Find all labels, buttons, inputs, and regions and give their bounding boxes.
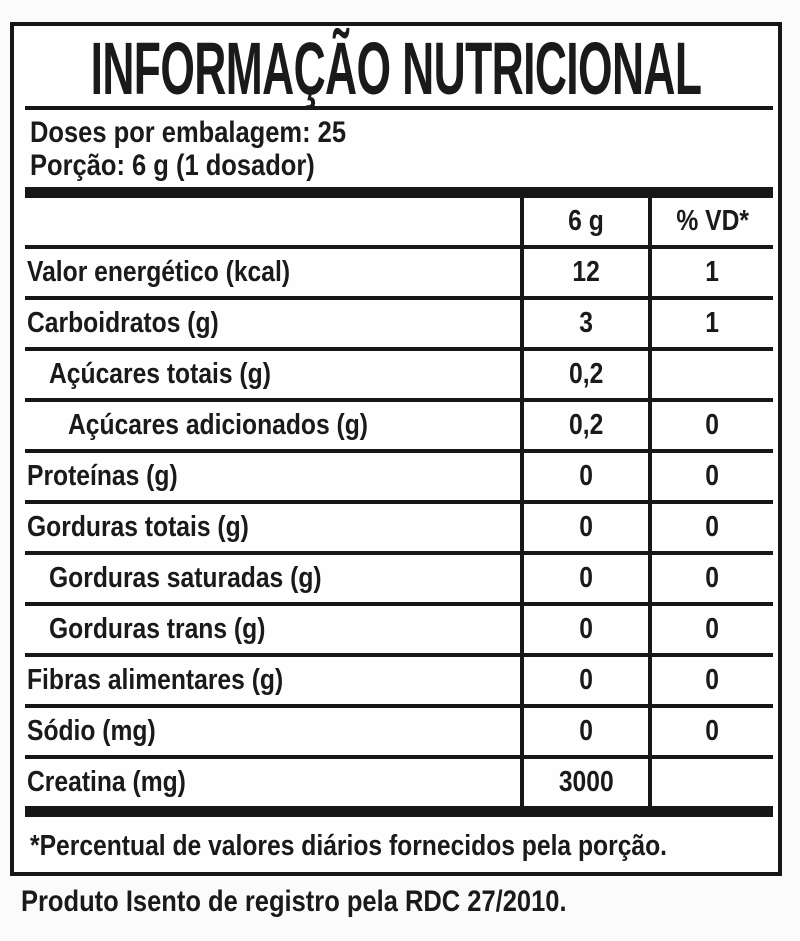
header-amount-cell: 6 g xyxy=(520,198,648,245)
dv-cell: 0 xyxy=(648,504,773,551)
amount-cell: 0 xyxy=(520,657,648,704)
dv-value: 0 xyxy=(705,511,720,543)
amount-cell: 0 xyxy=(520,606,648,653)
amount-value: 12 xyxy=(572,256,600,288)
nutrient-name-cell: Fibras alimentares (g) xyxy=(25,657,520,704)
amount-value: 0 xyxy=(579,664,593,696)
amount-value: 0 xyxy=(579,715,593,747)
table-row: Gorduras totais (g) 0 0 xyxy=(25,504,773,555)
table-row: Gorduras trans (g) 0 0 xyxy=(25,606,773,657)
amount-cell: 3000 xyxy=(520,759,648,806)
nutrient-name: Sódio (mg) xyxy=(27,715,156,747)
dv-cell: 0 xyxy=(648,657,773,704)
dv-value: 0 xyxy=(705,715,720,747)
table-row: Proteínas (g) 0 0 xyxy=(25,453,773,504)
nutrient-name: Creatina (mg) xyxy=(27,766,186,798)
portion-size-text: Porção: 6 g (1 dosador) xyxy=(30,149,315,182)
table-body: Valor energético (kcal) 12 1 Carboidratos (… xyxy=(25,249,773,806)
dv-column-header: % VD* xyxy=(676,205,749,237)
dv-cell: 1 xyxy=(648,300,773,347)
dv-cell xyxy=(648,759,773,806)
amount-value: 0 xyxy=(579,511,593,543)
panel-title-text: INFORMAÇÃO NUTRICIONAL xyxy=(90,27,702,110)
nutrition-facts-panel: INFORMAÇÃO NUTRICIONAL Doses por embalag… xyxy=(10,22,782,876)
dv-cell: 0 xyxy=(648,453,773,500)
amount-cell: 3 xyxy=(520,300,648,347)
panel-title: INFORMAÇÃO NUTRICIONAL xyxy=(14,32,778,106)
nutrient-name-cell: Valor energético (kcal) xyxy=(25,249,520,296)
dv-value: 0 xyxy=(705,664,720,696)
servings-per-package-text: Doses por embalagem: 25 xyxy=(30,116,347,149)
dv-cell: 0 xyxy=(648,708,773,755)
amount-cell: 0 xyxy=(520,453,648,500)
table-row: Fibras alimentares (g) 0 0 xyxy=(25,657,773,708)
amount-value: 3 xyxy=(579,307,593,339)
nutrient-name-cell: Açúcares totais (g) xyxy=(25,351,520,398)
nutrient-name-cell: Carboidratos (g) xyxy=(25,300,520,347)
amount-cell: 12 xyxy=(520,249,648,296)
table-row: Açúcares adicionados (g) 0,2 0 xyxy=(25,402,773,453)
table-row: Carboidratos (g) 3 1 xyxy=(25,300,773,351)
header-dv-cell: % VD* xyxy=(648,198,773,245)
amount-value: 3000 xyxy=(558,766,614,798)
table-row: Açúcares totais (g) 0,2 xyxy=(25,351,773,402)
registration-note: Produto Isento de registro pela RDC 27/2… xyxy=(21,885,663,919)
nutrient-name-cell: Creatina (mg) xyxy=(25,759,520,806)
nutrient-name-cell: Sódio (mg) xyxy=(25,708,520,755)
amount-value: 0,2 xyxy=(568,409,604,441)
nutrient-name: Fibras alimentares (g) xyxy=(27,664,284,696)
amount-cell: 0 xyxy=(520,504,648,551)
nutrient-name-cell: Gorduras trans (g) xyxy=(25,606,520,653)
nutrient-name: Carboidratos (g) xyxy=(27,307,219,339)
dv-value: 1 xyxy=(705,307,720,339)
table-bottom-bar xyxy=(25,806,773,817)
table-row: Gorduras saturadas (g) 0 0 xyxy=(25,555,773,606)
amount-column-header: 6 g xyxy=(568,205,604,237)
table-row: Valor energético (kcal) 12 1 xyxy=(25,249,773,300)
registration-note-text: Produto Isento de registro pela RDC 27/2… xyxy=(21,885,567,918)
footnote-text: *Percentual de valores diários fornecido… xyxy=(30,830,668,862)
nutrient-name: Gorduras totais (g) xyxy=(27,511,249,543)
amount-cell: 0 xyxy=(520,708,648,755)
dv-value: 0 xyxy=(705,460,720,492)
dv-value: 0 xyxy=(705,613,720,645)
servings-per-package-line: Doses por embalagem: 25 xyxy=(30,116,778,149)
dv-cell: 0 xyxy=(648,555,773,602)
table-row: Creatina (mg) 3000 xyxy=(25,759,773,806)
dv-value: 1 xyxy=(705,256,720,288)
dv-cell: 1 xyxy=(648,249,773,296)
nutrient-name-cell: Gorduras saturadas (g) xyxy=(25,555,520,602)
nutrient-name-cell: Açúcares adicionados (g) xyxy=(25,402,520,449)
amount-value: 0 xyxy=(579,613,593,645)
nutrient-name: Gorduras saturadas (g) xyxy=(49,562,322,594)
nutrient-name-cell: Proteínas (g) xyxy=(25,453,520,500)
footnote: *Percentual de valores diários fornecido… xyxy=(14,817,778,863)
nutrient-name: Açúcares totais (g) xyxy=(49,358,271,390)
serving-info: Doses por embalagem: 25 Porção: 6 g (1 d… xyxy=(14,110,778,182)
amount-cell: 0,2 xyxy=(520,351,648,398)
header-nutrient-cell xyxy=(25,198,520,245)
dv-cell xyxy=(648,351,773,398)
nutrition-table: 6 g % VD* Valor energético (kcal) 12 1 Carb… xyxy=(25,198,773,806)
nutrient-name: Gorduras trans (g) xyxy=(49,613,266,645)
amount-cell: 0,2 xyxy=(520,402,648,449)
dv-value: 0 xyxy=(705,562,720,594)
nutrient-name: Açúcares adicionados (g) xyxy=(68,409,368,441)
table-header-row: 6 g % VD* xyxy=(25,198,773,249)
title-divider xyxy=(25,106,773,110)
table-row: Sódio (mg) 0 0 xyxy=(25,708,773,759)
nutrient-name: Proteínas (g) xyxy=(27,460,178,492)
amount-cell: 0 xyxy=(520,555,648,602)
dv-value: 0 xyxy=(705,409,720,441)
table-top-bar xyxy=(25,187,773,198)
amount-value: 0 xyxy=(579,562,593,594)
amount-value: 0 xyxy=(579,460,593,492)
nutrient-name-cell: Gorduras totais (g) xyxy=(25,504,520,551)
dv-cell: 0 xyxy=(648,402,773,449)
nutrient-name: Valor energético (kcal) xyxy=(27,256,291,288)
amount-value: 0,2 xyxy=(568,358,604,390)
portion-size-line: Porção: 6 g (1 dosador) xyxy=(30,149,778,182)
dv-cell: 0 xyxy=(648,606,773,653)
